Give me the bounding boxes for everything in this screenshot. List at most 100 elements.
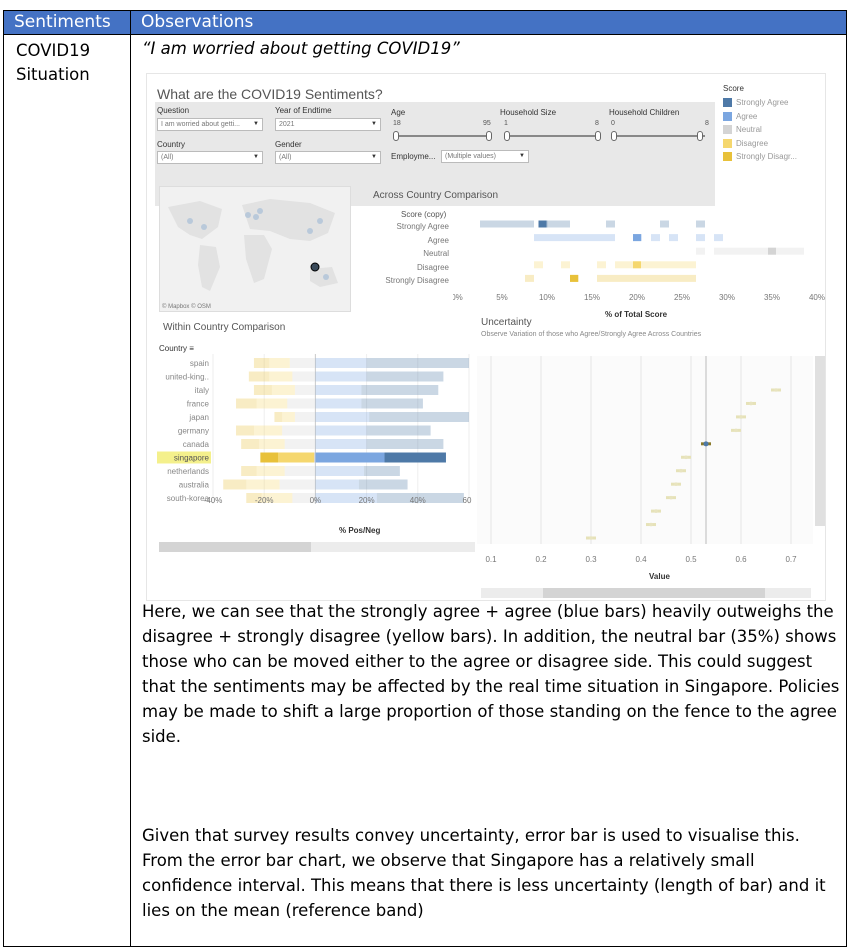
household-children-slider-track[interactable] (613, 135, 705, 137)
strip-mark (534, 261, 543, 269)
year-filter-label: Year of Endtime (275, 106, 332, 115)
country-filter-value: (All) (161, 154, 174, 161)
strip-highlight-mark (538, 220, 547, 228)
strip-mark (597, 234, 606, 242)
strip-mark (552, 234, 561, 242)
legend-item-disagree[interactable]: Disagree (723, 137, 797, 151)
age-slider-max-handle[interactable] (486, 131, 492, 141)
household-size-label: Household Size (500, 108, 557, 117)
scrollbar-thumb[interactable] (543, 588, 765, 598)
neg-bar-segment (292, 371, 316, 382)
strip-mark (561, 261, 570, 269)
question-filter-value: I am worried about getti... (161, 121, 240, 128)
household-size-max-handle[interactable] (595, 131, 601, 141)
table-header-row: Sentiments Observations (4, 11, 846, 35)
header-sentiments: Sentiments (14, 12, 111, 32)
x-tick-label: -20% (255, 496, 274, 505)
x-tick-label: 5% (496, 293, 508, 302)
pos-bar-segment (315, 466, 365, 476)
legend-item-strongly-agree[interactable]: Strongly Agree (723, 96, 797, 110)
africa-shape (244, 235, 272, 283)
legend-swatch (723, 111, 732, 121)
gender-filter-label: Gender (275, 140, 302, 149)
pos-bar-segment (358, 479, 408, 490)
legend-item-strongly-disagree[interactable]: Strongly Disagr... (723, 150, 797, 164)
mean-point (739, 415, 743, 419)
strip-mark (498, 220, 507, 228)
uncertainty-scrollbar[interactable] (481, 588, 811, 598)
mean-point (734, 428, 738, 433)
within-country-scrollbar[interactable] (159, 542, 475, 552)
strip-mark (651, 261, 660, 269)
x-tick-label: 20% (359, 496, 375, 505)
sentiment-cell: COVID19 Situation (16, 39, 90, 87)
household-children-min-handle[interactable] (611, 131, 617, 141)
legend-label: Agree (736, 111, 758, 121)
strip-mark (579, 234, 588, 242)
legend-item-agree[interactable]: Agree (723, 110, 797, 124)
score-legend: Score Strongly Agree Agree Neutral Disag… (723, 84, 797, 164)
neg-bar-segment (269, 358, 290, 368)
household-children-max-handle[interactable] (697, 131, 703, 141)
neg-bar-segment (294, 385, 316, 395)
sort-icon[interactable]: ≡ (189, 344, 194, 353)
strip-mark (642, 261, 651, 269)
pos-bar-segment (315, 385, 362, 395)
analysis-paragraph-1: Here, we can see that the strongly agree… (142, 602, 840, 746)
household-size-slider-track[interactable] (507, 135, 599, 137)
scrollbar-thumb[interactable] (159, 542, 311, 552)
x-tick-label: -40% (204, 496, 223, 505)
strip-mark (651, 274, 660, 282)
strip-mark (525, 220, 534, 228)
pos-bar-segment (315, 425, 367, 436)
strip-mark (786, 247, 795, 255)
uncertainty-chart: 0.1 0.2 0.3 0.4 0.5 0.6 0.7 (477, 356, 825, 564)
strip-mark (588, 234, 597, 242)
plot-background (477, 356, 813, 544)
pos-bar-segment (315, 479, 359, 490)
strip-mark (696, 220, 705, 228)
category-label: Neutral (423, 249, 449, 258)
south-america-shape (198, 245, 220, 291)
age-slider-min-handle[interactable] (393, 131, 399, 141)
question-filter-select[interactable]: I am worried about getti... ▼ (157, 118, 263, 131)
map-singapore-marker (310, 262, 320, 272)
x-tick-label: 60 (463, 496, 472, 505)
year-filter-select[interactable]: 2021 ▼ (275, 118, 381, 131)
country-axis-header: Country ≡ (159, 344, 194, 353)
neg-bar-segment (284, 439, 316, 449)
strip-mark (543, 220, 552, 228)
country-filter-select[interactable]: (All) ▼ (157, 151, 263, 164)
strip-mark (669, 261, 678, 269)
neg-bar-segment (282, 425, 316, 436)
across-country-xlabel: % of Total Score (605, 310, 668, 319)
strip-mark (561, 234, 570, 242)
neg-bar-segment (292, 493, 316, 503)
household-size-min-handle[interactable] (504, 131, 510, 141)
across-country-chart: 0% 5% 10% 15% 20% 25% 30% 35% 40% (453, 220, 825, 302)
strip-mark (543, 234, 552, 242)
map-country-marker (257, 208, 263, 214)
strip-highlight-mark (768, 247, 776, 255)
world-map[interactable]: © Mapbox © OSM (159, 186, 351, 312)
pos-bar-segment (315, 412, 370, 422)
strip-mark (723, 247, 732, 255)
pos-bar-segment (315, 452, 385, 463)
pos-bar-segment (366, 439, 444, 449)
country-axis-header-label: Country (159, 344, 188, 353)
x-tick-label: 0.2 (535, 555, 547, 564)
strip-mark (552, 220, 561, 228)
legend-swatch (723, 98, 732, 108)
neg-bar-segment (260, 452, 279, 463)
strip-mark (615, 261, 624, 269)
x-tick-label: 35% (764, 293, 780, 302)
strip-mark (678, 274, 687, 282)
age-slider-track[interactable] (395, 135, 491, 137)
legend-swatch (723, 152, 732, 162)
mean-point (654, 509, 658, 513)
employment-filter-select[interactable]: (Multiple values) ▼ (441, 150, 529, 163)
gender-filter-select[interactable]: (All) ▼ (275, 151, 381, 164)
uncertainty-subtitle: Observe Variation of those who Agree/Str… (481, 331, 702, 338)
age-max: 95 (483, 120, 491, 127)
legend-item-neutral[interactable]: Neutral (723, 123, 797, 137)
